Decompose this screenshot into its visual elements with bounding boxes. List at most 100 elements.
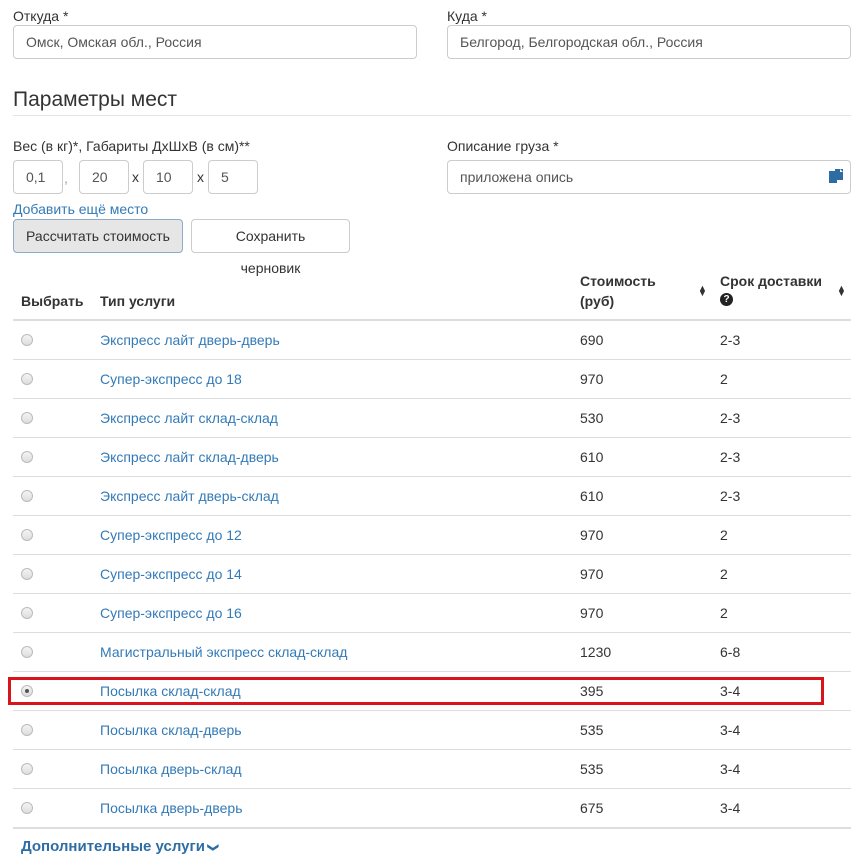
cost-cell: 970 [580, 527, 604, 543]
separator: x [132, 169, 139, 185]
separator: x [197, 169, 204, 185]
section-title: Параметры мест [13, 88, 178, 111]
term-cell: 3-4 [720, 683, 741, 699]
table-row[interactable]: Супер-экспресс до 14 970 2 [13, 554, 851, 593]
select-radio[interactable] [21, 646, 33, 658]
table-row[interactable]: Супер-экспресс до 12 970 2 [13, 515, 851, 554]
term-cell: 2-3 [720, 488, 741, 504]
header-select: Выбрать [21, 293, 84, 309]
term-cell: 3-4 [720, 761, 741, 777]
height-input[interactable]: 5 [208, 160, 258, 194]
cost-cell: 535 [580, 722, 604, 738]
cargo-label: Описание груза * [447, 138, 559, 154]
select-radio[interactable] [21, 490, 33, 502]
table-row[interactable]: Экспресс лайт дверь-дверь 690 2-3 [13, 320, 851, 359]
cost-cell: 970 [580, 605, 604, 621]
service-type-link[interactable]: Посылка дверь-склад [100, 761, 242, 777]
select-radio[interactable] [21, 451, 33, 463]
select-radio[interactable] [21, 763, 33, 775]
cargo-input[interactable]: приложена опись [447, 160, 851, 194]
paste-icon[interactable] [829, 169, 843, 184]
select-radio[interactable] [21, 724, 33, 736]
width-input[interactable]: 10 [143, 160, 193, 194]
to-input[interactable]: Белгород, Белгородская обл., Россия [447, 25, 851, 59]
cost-cell: 530 [580, 410, 604, 426]
from-input[interactable]: Омск, Омская обл., Россия [13, 25, 417, 59]
term-cell: 2 [720, 605, 728, 621]
service-type-link[interactable]: Экспресс лайт дверь-дверь [100, 332, 280, 348]
select-radio[interactable] [21, 529, 33, 541]
select-radio[interactable] [21, 334, 33, 346]
to-label: Куда * [447, 8, 487, 24]
cost-cell: 395 [580, 683, 604, 699]
selected-row-highlight [8, 677, 824, 705]
table-row[interactable]: Посылка склад-склад 395 3-4 [13, 671, 851, 710]
table-row[interactable]: Посылка дверь-склад 535 3-4 [13, 749, 851, 788]
cost-cell: 610 [580, 449, 604, 465]
separator: , [64, 170, 68, 186]
service-type-link[interactable]: Магистральный экспресс склад-склад [100, 644, 348, 660]
help-icon[interactable]: ? [720, 293, 733, 306]
cost-cell: 610 [580, 488, 604, 504]
table-row[interactable]: Экспресс лайт склад-склад 530 2-3 [13, 398, 851, 437]
header-term-text: Срок доставки [720, 273, 823, 289]
service-type-link[interactable]: Посылка склад-склад [100, 683, 241, 699]
extra-services-toggle[interactable]: Дополнительные услуги ❯ [21, 838, 220, 855]
header-cost-line2: (руб) [580, 293, 615, 309]
sort-icon[interactable]: ▲ ▼ [698, 283, 707, 298]
service-type-link[interactable]: Посылка дверь-дверь [100, 800, 243, 816]
length-input[interactable]: 20 [79, 160, 129, 194]
service-type-link[interactable]: Супер-экспресс до 14 [100, 566, 242, 582]
cost-cell: 675 [580, 800, 604, 816]
term-cell: 2-3 [720, 410, 741, 426]
select-radio[interactable] [21, 568, 33, 580]
chevron-down-icon: ❯ [207, 842, 220, 853]
table-row[interactable]: Посылка дверь-дверь 675 3-4 [13, 788, 851, 827]
term-cell: 2 [720, 566, 728, 582]
add-place-link[interactable]: Добавить ещё место [13, 201, 149, 217]
table-row[interactable]: Магистральный экспресс склад-склад 1230 … [13, 632, 851, 671]
term-cell: 2 [720, 371, 728, 387]
term-cell: 6-8 [720, 644, 741, 660]
service-type-link[interactable]: Экспресс лайт дверь-склад [100, 488, 279, 504]
select-radio[interactable] [21, 607, 33, 619]
term-cell: 3-4 [720, 722, 741, 738]
cost-cell: 535 [580, 761, 604, 777]
cost-cell: 970 [580, 566, 604, 582]
term-cell: 3-4 [720, 800, 741, 816]
select-radio[interactable] [21, 685, 33, 697]
table-row[interactable]: Супер-экспресс до 18 970 2 [13, 359, 851, 398]
service-type-link[interactable]: Посылка склад-дверь [100, 722, 242, 738]
table-row[interactable]: Экспресс лайт склад-дверь 610 2-3 [13, 437, 851, 476]
dims-label: Вес (в кг)*, Габариты ДхШхВ (в см)** [13, 138, 250, 154]
select-radio[interactable] [21, 802, 33, 814]
service-type-link[interactable]: Супер-экспресс до 18 [100, 371, 242, 387]
cost-cell: 690 [580, 332, 604, 348]
save-draft-button[interactable]: Сохранить черновик [191, 219, 350, 276]
header-cost[interactable]: Стоимость (руб) [580, 271, 656, 311]
extra-services-label: Дополнительные услуги [21, 838, 205, 855]
header-term[interactable]: Срок доставки? [720, 271, 822, 306]
term-cell: 2-3 [720, 332, 741, 348]
term-cell: 2-3 [720, 449, 741, 465]
select-radio[interactable] [21, 412, 33, 424]
service-type-link[interactable]: Супер-экспресс до 16 [100, 605, 242, 621]
header-cost-line1: Стоимость [580, 273, 656, 289]
service-type-link[interactable]: Экспресс лайт склад-склад [100, 410, 278, 426]
table-row[interactable]: Супер-экспресс до 16 970 2 [13, 593, 851, 632]
cost-cell: 1230 [580, 644, 612, 660]
calculate-button[interactable]: Рассчитать стоимость [13, 219, 183, 253]
table-row[interactable]: Посылка склад-дверь 535 3-4 [13, 710, 851, 749]
select-radio[interactable] [21, 373, 33, 385]
cost-cell: 970 [580, 371, 604, 387]
sort-icon[interactable]: ▲ ▼ [837, 283, 846, 298]
service-type-link[interactable]: Супер-экспресс до 12 [100, 527, 242, 543]
header-type: Тип услуги [100, 293, 176, 309]
weight-input[interactable]: 0,1 [13, 160, 63, 194]
table-row[interactable]: Экспресс лайт дверь-склад 610 2-3 [13, 476, 851, 515]
service-type-link[interactable]: Экспресс лайт склад-дверь [100, 449, 279, 465]
divider [13, 115, 851, 116]
table-bottom [13, 827, 851, 829]
from-label: Откуда * [13, 8, 69, 24]
term-cell: 2 [720, 527, 728, 543]
